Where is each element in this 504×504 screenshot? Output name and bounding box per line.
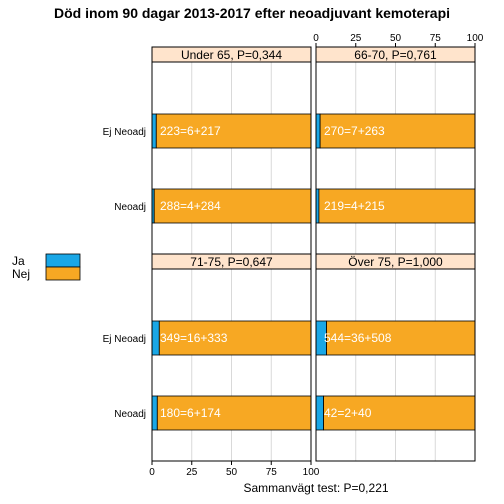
category-label: Neoadj: [114, 202, 146, 213]
legend-swatch-ja: [45, 253, 81, 268]
bar-label: 349=16+333: [160, 331, 228, 345]
panel-title: Över 75, P=1,000: [348, 255, 443, 269]
bar-ej-neoadj: 349=16+333: [151, 320, 312, 356]
x-axis-bottom: 0 25 50 75 100: [149, 461, 320, 478]
x-tick-label: 75: [430, 33, 442, 44]
bar-nej-segment: [323, 395, 476, 431]
bar-label: 180=6+174: [160, 406, 221, 420]
panel-2: 66-70, P=0,761 270=7+263 219=4+215: [315, 46, 476, 255]
x-tick-label: 25: [186, 467, 198, 478]
bar-label: 42=2+40: [324, 406, 372, 420]
category-label: Ej Neoadj: [103, 334, 146, 345]
bar-neoadj: 180=6+174: [151, 395, 312, 431]
x-tick-label: 0: [313, 33, 319, 44]
x-tick-label: 50: [390, 33, 402, 44]
bar-nej-segment: [326, 320, 476, 356]
bar-neoadj: 288=4+284: [151, 188, 312, 224]
x-tick-label: 0: [149, 467, 155, 478]
bar-nej-segment: [158, 320, 312, 356]
legend-label: Nej: [12, 267, 30, 281]
x-tick-label: 100: [467, 33, 484, 44]
bar-nej-segment: [319, 113, 476, 149]
bar-ja-segment: [315, 113, 321, 149]
bar-neoadj: 42=2+40: [315, 395, 476, 431]
bar-nej-segment: [155, 113, 312, 149]
bar-label: 288=4+284: [160, 199, 221, 213]
bar-nej-segment: [318, 188, 476, 224]
bar-label: 544=36+508: [324, 331, 392, 345]
bar-ja-segment: [151, 395, 158, 431]
panel-title: Under 65, P=0,344: [181, 48, 282, 62]
legend-label: Ja: [12, 254, 25, 268]
bar-nej-segment: [153, 188, 312, 224]
bar-label: 270=7+263: [324, 124, 385, 138]
x-tick-label: 100: [303, 467, 320, 478]
legend-swatch-nej: [45, 266, 81, 281]
panel-title: 71-75, P=0,647: [190, 255, 273, 269]
x-tick-label: 25: [350, 33, 362, 44]
bar-ej-neoadj: 270=7+263: [315, 113, 476, 149]
panel-1: Under 65, P=0,344 223=6+217 288=4+284 Ej Ne…: [103, 46, 312, 255]
x-tick-label: 50: [226, 467, 238, 478]
panel-4: Över 75, P=1,000 544=36+508 42=2+40: [315, 253, 476, 462]
bar-ja-segment: [315, 395, 324, 431]
panel-title: 66-70, P=0,761: [354, 48, 437, 62]
bar-label: 219=4+215: [324, 199, 385, 213]
bar-label: 223=6+217: [160, 124, 221, 138]
category-label: Ej Neoadj: [103, 127, 146, 138]
x-tick-label: 75: [266, 467, 278, 478]
footer-text: Sammanvägt test: P=0,221: [243, 481, 388, 495]
bar-ej-neoadj: 223=6+217: [151, 113, 312, 149]
bar-ja-segment: [151, 113, 157, 149]
bar-ja-segment: [151, 320, 160, 356]
bar-ej-neoadj: 544=36+508: [315, 320, 476, 356]
panel-frame: [315, 268, 476, 462]
panel-3: 71-75, P=0,647 349=16+333 180=6+174 Ej Neoa…: [103, 253, 312, 462]
bar-neoadj: 219=4+215: [315, 188, 476, 224]
chart-title: Död inom 90 dagar 2013-2017 efter neoadj…: [54, 5, 450, 21]
x-axis-top: 0 25 50 75 100: [313, 33, 484, 47]
category-label: Neoadj: [114, 409, 146, 420]
